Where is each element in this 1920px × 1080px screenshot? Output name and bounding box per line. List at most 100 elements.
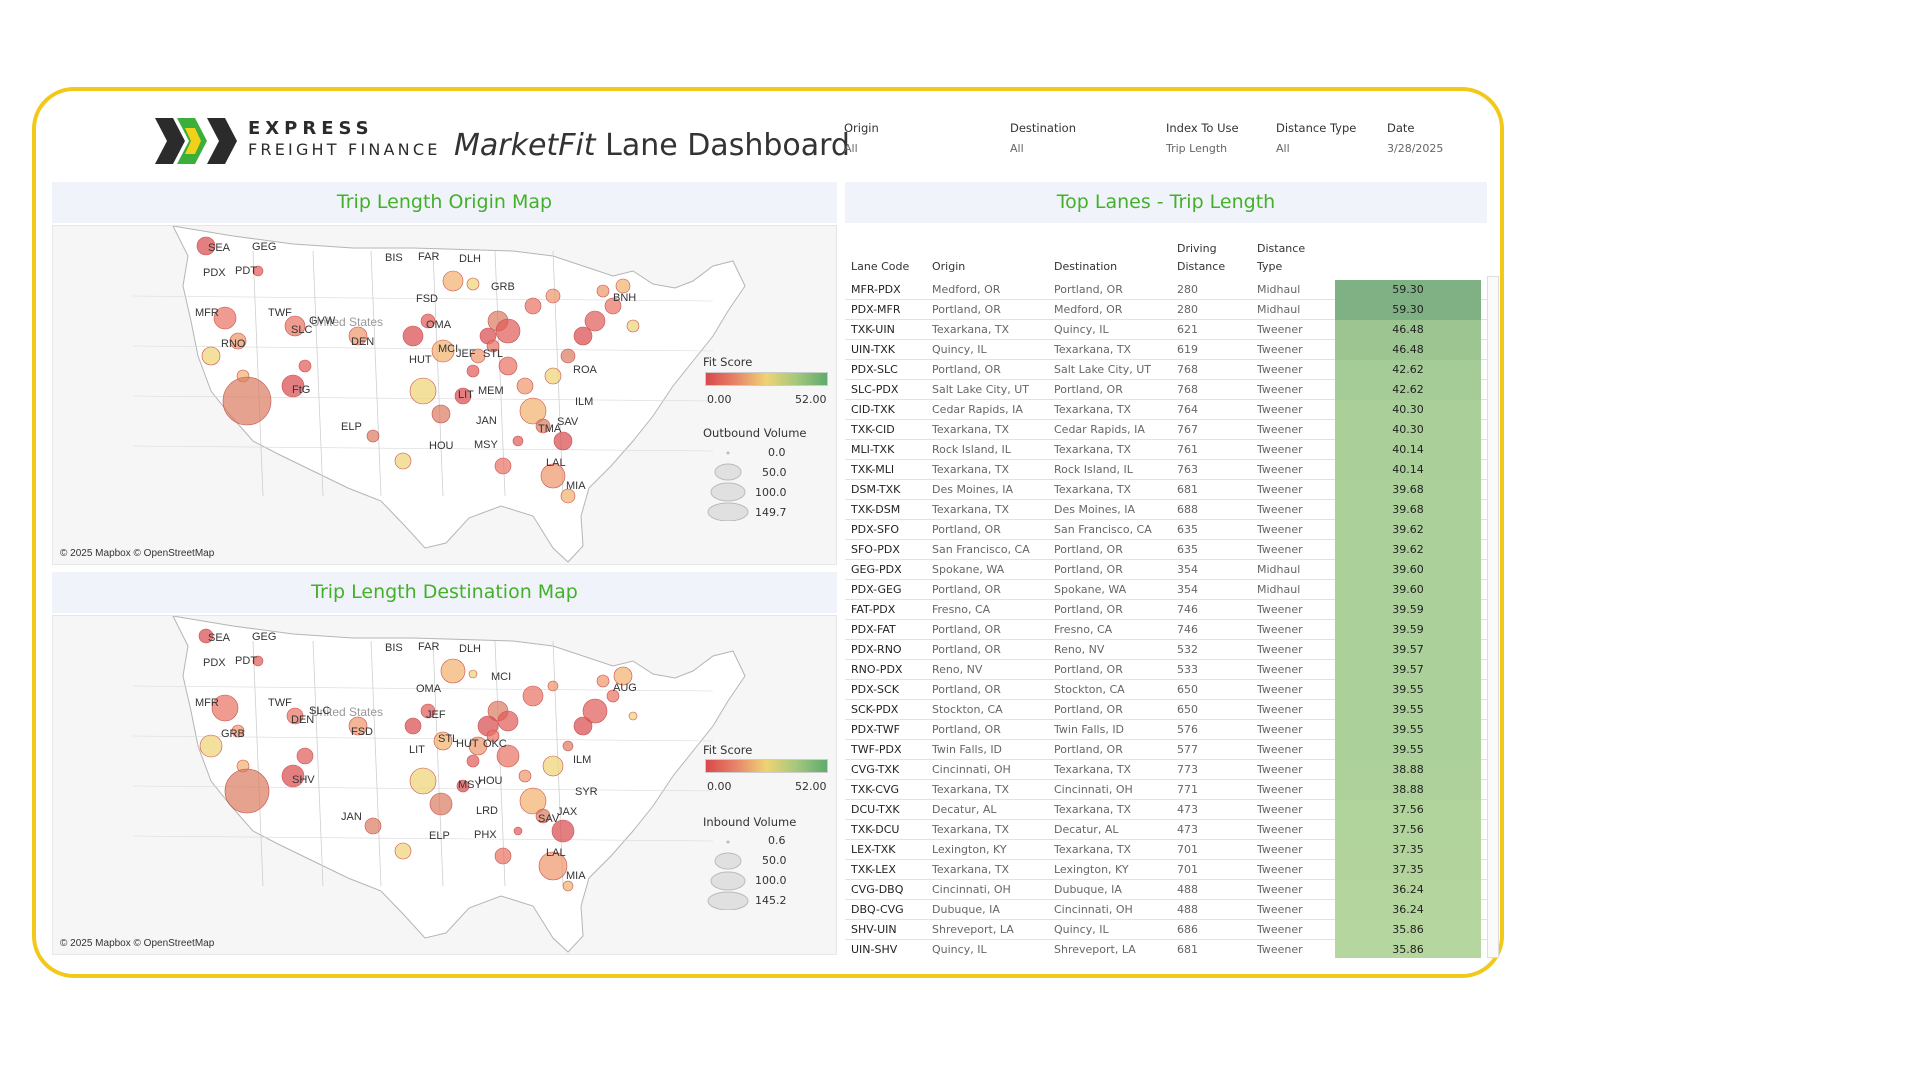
col-header-driving-distance[interactable]: Driving Distance [1177,240,1225,276]
lane-volume-bubble[interactable] [196,236,216,256]
lane-volume-bubble[interactable] [231,724,245,738]
lane-volume-bubble[interactable] [199,734,223,758]
lane-volume-bubble[interactable] [201,346,221,366]
table-row[interactable]: TXK-CVG Texarkana, TX Cincinnati, OH 771 Twe… [845,780,1487,800]
lane-volume-bubble[interactable] [562,880,574,892]
lane-volume-bubble[interactable] [613,666,633,686]
filter-destination-value[interactable]: All [1010,142,1024,155]
origin-map[interactable]: United States SEA GEG PDX PDT BIS FAR DLH MFR TWF… [52,225,837,565]
table-row[interactable]: TXK-UIN Texarkana, TX Quincy, IL 621 Tweener… [845,320,1487,340]
lane-volume-bubble[interactable] [512,435,524,447]
lane-volume-bubble[interactable] [604,297,622,315]
col-header-destination[interactable]: Destination [1054,260,1118,273]
lane-volume-bubble[interactable] [562,740,574,752]
lane-volume-bubble[interactable] [519,397,547,425]
filter-distance-type-value[interactable]: All [1276,142,1290,155]
lane-volume-bubble[interactable] [542,755,564,777]
lane-volume-bubble[interactable] [409,377,437,405]
lane-volume-bubble[interactable] [466,277,480,291]
destination-map[interactable]: United States SEA GEG PDX PDT BIS FAR DLH MFR TWF… [52,615,837,955]
lane-volume-bubble[interactable] [348,716,368,736]
table-row[interactable]: CVG-DBQ Cincinnati, OH Dubuque, IA 488 Tween… [845,880,1487,900]
lane-volume-bubble[interactable] [394,452,412,470]
table-row[interactable]: PDX-SFO Portland, OR San Francisco, CA 635 T… [845,520,1487,540]
lane-volume-bubble[interactable] [429,792,453,816]
table-row[interactable]: TXK-DSM Texarkana, TX Des Moines, IA 688 Twe… [845,500,1487,520]
lane-volume-bubble[interactable] [615,278,631,294]
lane-volume-bubble[interactable] [224,768,270,814]
lane-volume-bubble[interactable] [486,339,500,353]
lane-volume-bubble[interactable] [540,463,566,489]
lane-volume-bubble[interactable] [628,711,638,721]
lane-volume-bubble[interactable] [211,694,239,722]
top-lanes-table[interactable]: Lane Code Origin Destination Driving Dist… [845,240,1487,958]
lane-volume-bubble[interactable] [229,332,247,350]
lane-volume-bubble[interactable] [596,674,610,688]
table-row[interactable]: RNO-PDX Reno, NV Portland, OR 533 Tweener 39.… [845,660,1487,680]
lane-volume-bubble[interactable] [519,787,547,815]
table-row[interactable]: PDX-FAT Portland, OR Fresno, CA 746 Tweener 3… [845,620,1487,640]
lane-volume-bubble[interactable] [468,736,488,756]
filter-index-value[interactable]: Trip Length [1166,142,1228,155]
table-row[interactable]: PDX-RNO Portland, OR Reno, NV 532 Tweener 39.… [845,640,1487,660]
lane-volume-bubble[interactable] [466,364,480,378]
destination-map-canvas[interactable]: United States SEA GEG PDX PDT BIS FAR DLH MFR TWF… [53,616,837,955]
lane-volume-bubble[interactable] [606,689,620,703]
lane-volume-bubble[interactable] [348,326,368,346]
origin-map-canvas[interactable]: United States SEA GEG PDX PDT BIS FAR DLH MFR TWF… [53,226,837,565]
col-header-distance-type[interactable]: Distance Type [1257,240,1305,276]
filter-origin-value[interactable]: All [844,142,858,155]
lane-volume-bubble[interactable] [284,315,306,337]
lane-volume-bubble[interactable] [402,325,424,347]
table-row[interactable]: TXK-CID Texarkana, TX Cedar Rapids, IA 767 T… [845,420,1487,440]
lane-volume-bubble[interactable] [573,326,593,346]
lane-volume-bubble[interactable] [409,767,437,795]
lane-volume-bubble[interactable] [286,707,304,725]
lane-volume-bubble[interactable] [470,348,486,364]
lane-volume-bubble[interactable] [560,488,576,504]
lane-volume-bubble[interactable] [545,288,561,304]
table-row[interactable]: TXK-MLI Texarkana, TX Rock Island, IL 763 Tw… [845,460,1487,480]
lane-volume-bubble[interactable] [551,819,575,843]
table-row[interactable]: CID-TXK Cedar Rapids, IA Texarkana, TX 764 T… [845,400,1487,420]
table-row[interactable]: TWF-PDX Twin Falls, ID Portland, OR 577 Twee… [845,740,1487,760]
lane-volume-bubble[interactable] [454,387,472,405]
lane-volume-bubble[interactable] [486,729,500,743]
lane-volume-bubble[interactable] [420,313,436,329]
lane-volume-bubble[interactable] [582,698,608,724]
lane-volume-bubble[interactable] [213,306,237,330]
table-row[interactable]: PDX-GEG Portland, OR Spokane, WA 354 Midhaul… [845,580,1487,600]
table-row[interactable]: PDX-SCK Portland, OR Stockton, CA 650 Tweene… [845,680,1487,700]
lane-volume-bubble[interactable] [252,655,264,667]
lane-volume-bubble[interactable] [366,429,380,443]
lane-volume-bubble[interactable] [440,658,466,684]
lane-volume-bubble[interactable] [497,710,519,732]
lane-volume-bubble[interactable] [516,377,534,395]
filter-origin[interactable]: Origin All [844,121,879,155]
table-row[interactable]: PDX-SLC Portland, OR Salt Lake City, UT 768… [845,360,1487,380]
lane-volume-bubble[interactable] [222,376,272,426]
table-row[interactable]: CVG-TXK Cincinnati, OH Texarkana, TX 773 Twe… [845,760,1487,780]
filter-date[interactable]: Date 3/28/2025 [1387,121,1443,155]
lane-volume-bubble[interactable] [535,808,551,824]
lane-volume-bubble[interactable] [433,731,453,751]
lane-volume-bubble[interactable] [442,270,464,292]
table-row[interactable]: PDX-MFR Portland, OR Medford, OR 280 Midhaul… [845,300,1487,320]
lane-volume-bubble[interactable] [626,319,640,333]
lane-volume-bubble[interactable] [573,716,593,736]
table-row[interactable]: SCK-PDX Stockton, CA Portland, OR 650 Tweene… [845,700,1487,720]
table-row[interactable]: PDX-TWF Portland, OR Twin Falls, ID 576 Twee… [845,720,1487,740]
lane-volume-bubble[interactable] [431,404,451,424]
lane-volume-bubble[interactable] [281,374,305,398]
filter-date-value[interactable]: 3/28/2025 [1387,142,1444,155]
table-row[interactable]: UIN-SHV Quincy, IL Shreveport, LA 681 Tweene… [845,940,1487,958]
lane-volume-bubble[interactable] [513,826,523,836]
lane-volume-bubble[interactable] [518,769,532,783]
lane-volume-bubble[interactable] [596,284,610,298]
lane-volume-bubble[interactable] [498,356,518,376]
lane-volume-bubble[interactable] [468,669,478,679]
table-row[interactable]: DCU-TXK Decatur, AL Texarkana, TX 473 Tweene… [845,800,1487,820]
lane-volume-bubble[interactable] [544,367,562,385]
lane-volume-bubble[interactable] [394,842,412,860]
table-row[interactable]: DSM-TXK Des Moines, IA Texarkana, TX 681 Twe… [845,480,1487,500]
